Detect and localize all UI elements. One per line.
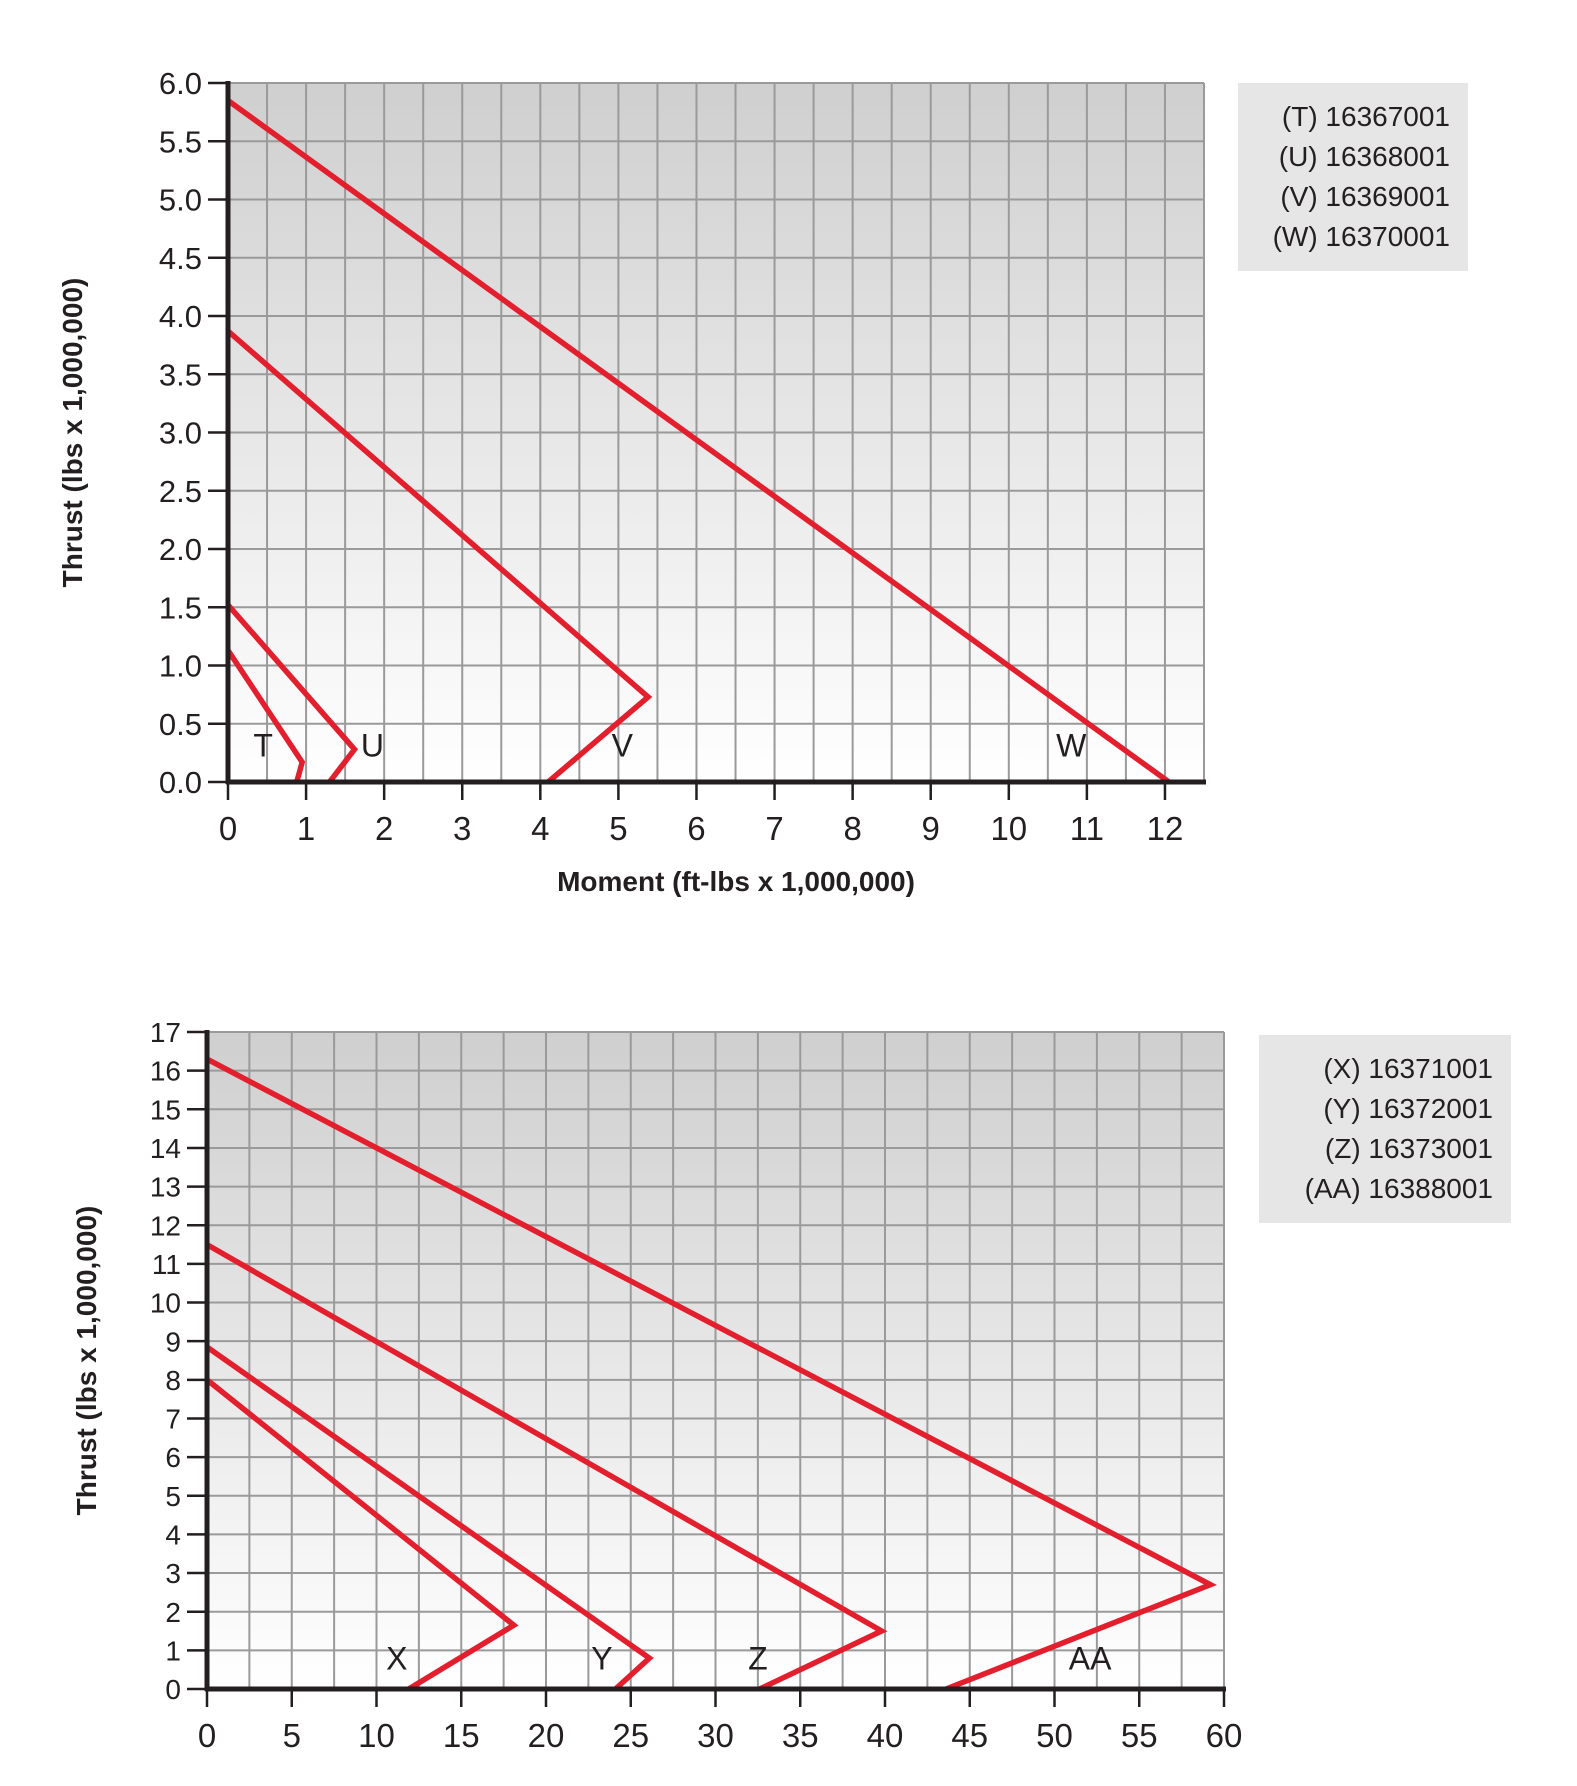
y-tick-label: 5 bbox=[165, 1481, 181, 1512]
x-tick-label: 3 bbox=[453, 810, 471, 847]
legend-entry: (U) 16368001 bbox=[1278, 141, 1450, 172]
y-tick-label: 3.0 bbox=[159, 416, 202, 451]
x-tick-label: 0 bbox=[219, 810, 237, 847]
y-tick-label: 2.0 bbox=[159, 532, 202, 567]
y-tick-label: 3.5 bbox=[159, 357, 202, 392]
series-label: Y bbox=[591, 1641, 612, 1677]
legend-entry: (T) 16367001 bbox=[1281, 101, 1450, 132]
series-label: U bbox=[361, 727, 384, 763]
grid-lines bbox=[207, 1031, 1225, 1689]
y-tick-label: 5.0 bbox=[159, 183, 202, 218]
y-tick-label: 7 bbox=[165, 1404, 181, 1435]
series-line-z bbox=[205, 1242, 888, 1692]
series-label: X bbox=[386, 1641, 407, 1677]
series-line-w bbox=[226, 98, 1171, 785]
x-tick-label: 11 bbox=[1070, 810, 1104, 847]
x-tick-label: 20 bbox=[528, 1717, 565, 1754]
y-tick-label: 9 bbox=[165, 1326, 181, 1357]
y-tick-label: 12 bbox=[150, 1210, 181, 1241]
x-tick-label: 7 bbox=[765, 810, 783, 847]
series-line-v bbox=[226, 329, 653, 785]
y-tick-label: 14 bbox=[150, 1133, 181, 1164]
y-tick-label: 4 bbox=[165, 1519, 181, 1550]
x-tick-label: 9 bbox=[922, 810, 940, 847]
y-tick-label: 0 bbox=[165, 1674, 181, 1705]
x-tick-label: 25 bbox=[612, 1717, 649, 1754]
y-tick-label: 2.5 bbox=[159, 474, 202, 509]
x-tick-label: 15 bbox=[443, 1717, 480, 1754]
y-tick-label: 15 bbox=[150, 1094, 181, 1125]
x-tick-label: 12 bbox=[1147, 810, 1184, 847]
y-tick-label: 11 bbox=[152, 1249, 181, 1280]
x-tick-label: 4 bbox=[531, 810, 549, 847]
y-tick-label: 6.0 bbox=[159, 66, 202, 101]
y-tick-label: 4.5 bbox=[159, 241, 202, 276]
y-tick-label: 3 bbox=[165, 1558, 181, 1589]
x-tick-label: 1 bbox=[297, 810, 315, 847]
y-tick-label: 8 bbox=[165, 1365, 181, 1396]
x-tick-label: 10 bbox=[358, 1717, 395, 1754]
y-tick-label: 6 bbox=[165, 1442, 181, 1473]
x-tick-label: 8 bbox=[843, 810, 861, 847]
legend-entry: (Z) 16373001 bbox=[1324, 1133, 1493, 1164]
legend-entry: (AA) 16388001 bbox=[1304, 1173, 1493, 1204]
x-tick-label: 30 bbox=[697, 1717, 734, 1754]
y-axis-title: Thrust (lbs x 1,000,000) bbox=[57, 278, 88, 588]
x-tick-label: 45 bbox=[951, 1717, 988, 1754]
legend-entry: (Y) 16372001 bbox=[1323, 1093, 1493, 1124]
y-axis-title: Thrust (lbs x 1,000,000) bbox=[71, 1206, 102, 1516]
legend-entry: (W) 16370001 bbox=[1272, 221, 1450, 252]
y-tick-label: 16 bbox=[150, 1056, 181, 1087]
x-axis-title: Moment (ft-lbs x 1,000,000) bbox=[557, 866, 915, 897]
y-tick-label: 5.5 bbox=[159, 124, 202, 159]
series-label: Z bbox=[748, 1641, 768, 1677]
y-tick-label: 10 bbox=[150, 1288, 181, 1319]
x-tick-label: 60 bbox=[1206, 1717, 1243, 1754]
x-tick-label: 0 bbox=[198, 1717, 216, 1754]
series-label: T bbox=[253, 727, 273, 763]
series-label: AA bbox=[1069, 1641, 1112, 1677]
x-tick-label: 50 bbox=[1036, 1717, 1073, 1754]
legend-top: (T) 16367001 (U) 16368001 (V) 16369001 (… bbox=[1238, 83, 1468, 271]
y-tick-label: 1 bbox=[165, 1635, 181, 1666]
y-tick-label: 17 bbox=[150, 1017, 181, 1048]
legend-entry: (V) 16369001 bbox=[1280, 181, 1450, 212]
series-line-u bbox=[225, 603, 359, 784]
x-tick-label: 40 bbox=[867, 1717, 904, 1754]
y-tick-label: 2 bbox=[165, 1597, 181, 1628]
series-label: V bbox=[612, 727, 634, 763]
y-tick-label: 13 bbox=[150, 1172, 181, 1203]
y-tick-label: 0.5 bbox=[159, 707, 202, 742]
series-line-y bbox=[205, 1344, 654, 1692]
legend-entry: (X) 16371001 bbox=[1323, 1053, 1493, 1084]
series-line-x bbox=[205, 1377, 519, 1692]
y-tick-label: 0.0 bbox=[159, 765, 202, 800]
series-label: W bbox=[1056, 727, 1087, 763]
x-tick-label: 55 bbox=[1121, 1717, 1158, 1754]
series-line-t bbox=[225, 648, 306, 783]
x-tick-label: 6 bbox=[687, 810, 705, 847]
y-tick-label: 1.0 bbox=[159, 649, 202, 684]
chart-top: T U V W 0.0 0.5 1.0 1.5 2.0 2.5 3.0 3.5 4.0 4.5 5.0 5.5… bbox=[57, 66, 1206, 897]
legend-bottom: (X) 16371001 (Y) 16372001 (Z) 16373001 (… bbox=[1259, 1035, 1511, 1223]
x-tick-label: 10 bbox=[990, 810, 1027, 847]
y-tick-label: 4.0 bbox=[159, 299, 202, 334]
x-tick-label: 2 bbox=[375, 810, 393, 847]
series-line-aa bbox=[205, 1056, 1217, 1692]
x-tick-label: 5 bbox=[609, 810, 627, 847]
x-tick-label: 35 bbox=[782, 1717, 819, 1754]
x-tick-label: 5 bbox=[283, 1717, 301, 1754]
y-tick-label: 1.5 bbox=[159, 590, 202, 625]
